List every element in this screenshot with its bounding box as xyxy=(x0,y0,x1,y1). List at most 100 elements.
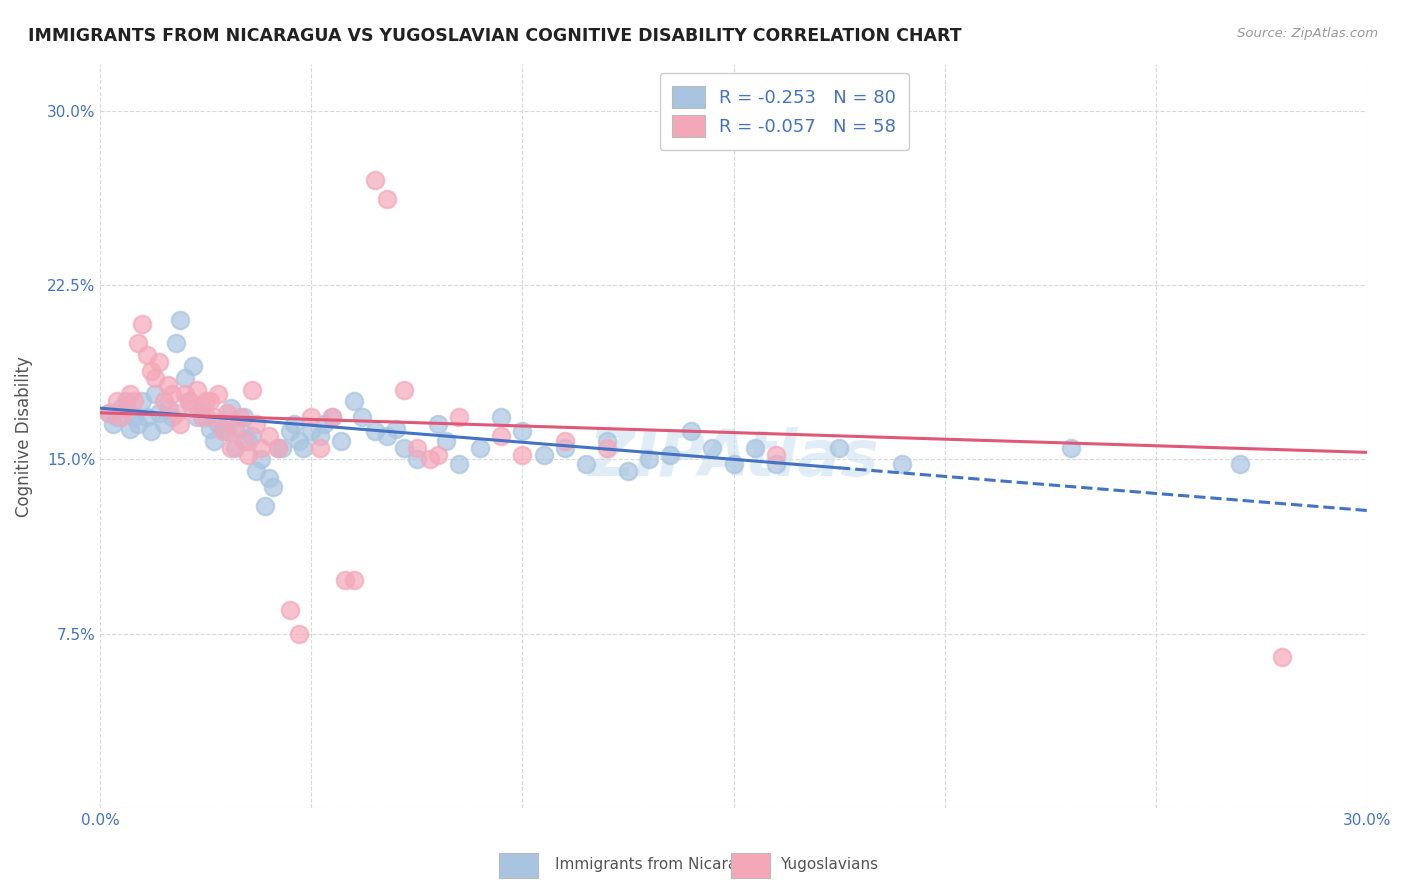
Point xyxy=(127,417,149,432)
Point xyxy=(127,336,149,351)
Point xyxy=(215,425,238,439)
Point xyxy=(202,434,225,448)
Point xyxy=(287,626,309,640)
Point xyxy=(384,422,406,436)
Point xyxy=(283,417,305,432)
Point xyxy=(419,452,441,467)
Point xyxy=(1271,649,1294,664)
Point xyxy=(299,410,322,425)
Point xyxy=(312,417,335,432)
Point xyxy=(186,383,208,397)
Point xyxy=(363,173,385,187)
Point xyxy=(156,378,179,392)
Point xyxy=(152,394,174,409)
Point xyxy=(329,434,352,448)
Point xyxy=(148,406,170,420)
Point xyxy=(97,406,120,420)
Point xyxy=(308,429,330,443)
Point xyxy=(198,422,221,436)
Point xyxy=(245,417,267,432)
Point xyxy=(143,371,166,385)
Point xyxy=(240,429,263,443)
Point xyxy=(110,410,132,425)
Point xyxy=(308,441,330,455)
Point xyxy=(554,441,576,455)
Point xyxy=(375,429,398,443)
Point xyxy=(202,410,225,425)
Text: IMMIGRANTS FROM NICARAGUA VS YUGOSLAVIAN COGNITIVE DISABILITY CORRELATION CHART: IMMIGRANTS FROM NICARAGUA VS YUGOSLAVIAN… xyxy=(28,27,962,45)
Point xyxy=(207,417,229,432)
Point xyxy=(160,410,183,425)
Point xyxy=(232,410,254,425)
Point xyxy=(491,410,513,425)
Point xyxy=(266,441,288,455)
Text: Yugoslavians: Yugoslavians xyxy=(780,857,879,872)
Point xyxy=(638,452,661,467)
Point xyxy=(190,410,212,425)
Point xyxy=(575,457,598,471)
Point xyxy=(596,434,619,448)
Point xyxy=(765,448,787,462)
Point xyxy=(105,394,128,409)
Y-axis label: Cognitive Disability: Cognitive Disability xyxy=(15,356,32,516)
Point xyxy=(207,387,229,401)
Point xyxy=(211,422,233,436)
Point xyxy=(165,406,187,420)
Point xyxy=(1060,441,1083,455)
Text: Immigrants from Nicaragua: Immigrants from Nicaragua xyxy=(555,857,766,872)
Point xyxy=(160,387,183,401)
Point xyxy=(181,359,204,374)
Point xyxy=(287,434,309,448)
Point xyxy=(321,410,343,425)
Point xyxy=(97,406,120,420)
Point xyxy=(333,573,356,587)
Point xyxy=(253,499,276,513)
Point xyxy=(118,387,141,401)
Point xyxy=(131,318,153,332)
Point xyxy=(215,406,238,420)
Point xyxy=(512,425,534,439)
Point xyxy=(114,401,136,416)
Point xyxy=(211,425,233,439)
Text: Source: ZipAtlas.com: Source: ZipAtlas.com xyxy=(1237,27,1378,40)
Point xyxy=(363,425,385,439)
Point xyxy=(169,313,191,327)
Point xyxy=(533,448,555,462)
Point xyxy=(405,452,427,467)
Point xyxy=(105,410,128,425)
Point xyxy=(449,410,471,425)
Point xyxy=(350,410,373,425)
Point xyxy=(249,452,271,467)
Point xyxy=(143,387,166,401)
Point xyxy=(219,401,242,416)
Point xyxy=(659,448,682,462)
Point xyxy=(194,410,217,425)
Point xyxy=(148,354,170,368)
Point xyxy=(405,441,427,455)
Point xyxy=(375,192,398,206)
Point xyxy=(173,371,195,385)
Point xyxy=(257,429,280,443)
Point xyxy=(122,394,145,409)
Point xyxy=(198,394,221,409)
Point xyxy=(257,471,280,485)
Point xyxy=(228,422,250,436)
Point xyxy=(617,464,640,478)
Point xyxy=(512,448,534,462)
Point xyxy=(491,429,513,443)
Point xyxy=(173,387,195,401)
Point xyxy=(110,401,132,416)
Point xyxy=(392,383,415,397)
Point xyxy=(177,394,200,409)
Point xyxy=(596,441,619,455)
Point xyxy=(449,457,471,471)
Point xyxy=(224,422,246,436)
Point xyxy=(122,410,145,425)
Point xyxy=(342,573,364,587)
Point xyxy=(139,364,162,378)
Point xyxy=(224,441,246,455)
Point xyxy=(135,348,157,362)
Point xyxy=(278,603,301,617)
Point xyxy=(165,336,187,351)
Point xyxy=(228,410,250,425)
